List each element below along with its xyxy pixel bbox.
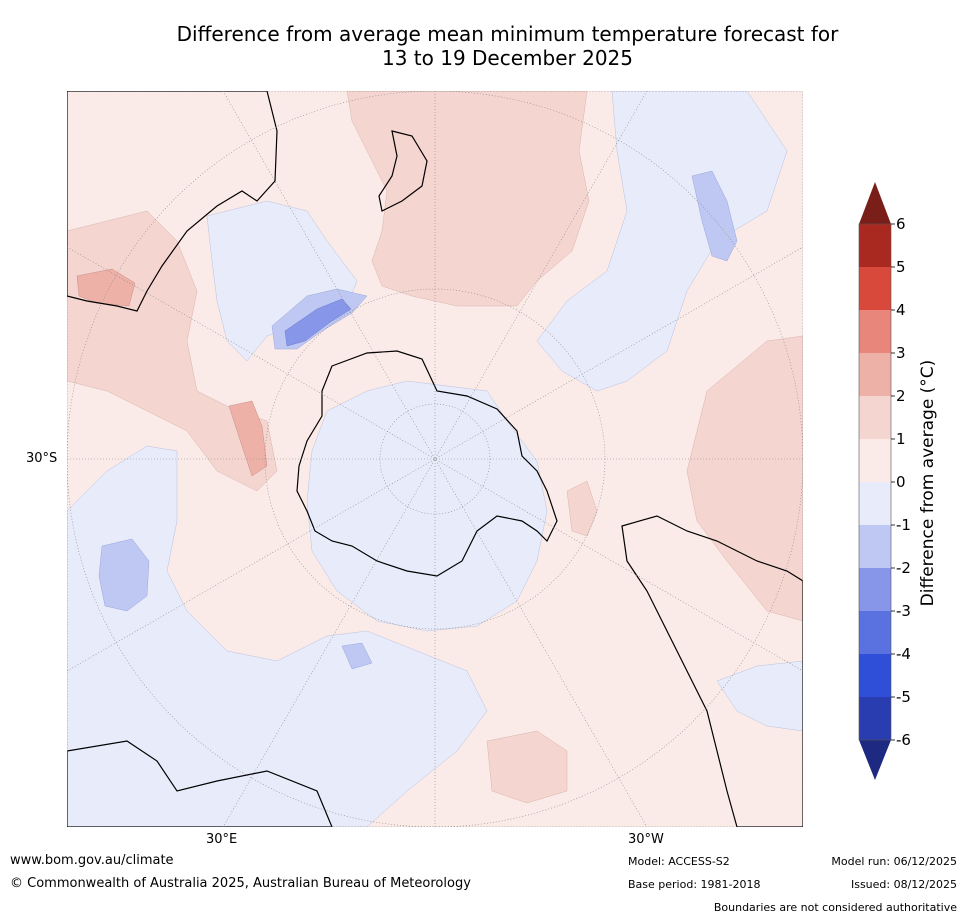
colorbar-extend-high	[859, 182, 891, 224]
lon-label-30w: 30°W	[628, 832, 664, 847]
graticule	[67, 91, 803, 827]
colorbar: 6 5 4 3 2 1 0 -1 -2 -3 -4 -5 -6	[858, 182, 911, 780]
colorbar-tick-label: 0	[896, 473, 906, 491]
colorbar-tick-label: -3	[896, 602, 911, 620]
warm-anomaly-pacific	[346, 91, 590, 307]
lat-label-30s: 30°S	[26, 451, 58, 466]
colorbar-band	[859, 611, 891, 654]
cool-anomaly-south-america	[716, 660, 803, 732]
temperature-anomaly-map[interactable]	[67, 91, 803, 827]
cool-anomaly-patch-2	[691, 170, 738, 262]
warm-anomaly-atlantic	[686, 335, 803, 622]
colorbar-extend-low	[859, 740, 891, 780]
south-america-landmass	[621, 515, 803, 827]
footer-copyright: © Commonwealth of Australia 2025, Austra…	[10, 876, 471, 891]
australia-landmass	[67, 91, 278, 312]
colorbar-band	[859, 525, 891, 568]
colorbar-tick-label: 2	[896, 387, 906, 405]
footer-model-run: Model run: 06/12/2025	[831, 855, 957, 868]
colorbar-band	[859, 568, 891, 611]
colorbar-tick-label: -4	[896, 645, 911, 663]
cool-anomaly-east-pacific	[536, 91, 788, 392]
warm-anomaly-patch-2	[76, 268, 136, 307]
colorbar-band	[859, 396, 891, 439]
footer-issued: Issued: 08/12/2025	[850, 878, 957, 891]
cool-anomaly-south-indian	[67, 445, 488, 827]
colorbar-band	[859, 654, 891, 697]
colorbar-band	[859, 310, 891, 353]
colorbar-tick-label: -5	[896, 688, 911, 706]
colorbar-tick-label: 1	[896, 430, 906, 448]
footer-base-period: Base period: 1981-2018	[628, 878, 761, 891]
warm-anomaly-patch-3	[228, 400, 268, 477]
cool-anomaly-antarctica	[306, 380, 548, 632]
footer-model: Model: ACCESS-S2	[628, 855, 730, 868]
colorbar-tick-label: 5	[896, 258, 906, 276]
colorbar-tick-label: -2	[896, 559, 911, 577]
colorbar-band	[859, 482, 891, 525]
colorbar-tick-label: -1	[896, 516, 911, 534]
new-zealand-landmass	[378, 130, 428, 212]
cool-anomaly-patch-4	[284, 298, 352, 347]
colorbar-band	[859, 267, 891, 310]
warm-anomaly-south-atlantic	[486, 730, 568, 804]
africa-landmass	[67, 740, 333, 827]
colorbar-tick-label: -6	[896, 731, 911, 749]
cool-anomaly-patch-6	[341, 642, 373, 670]
colorbar-band	[859, 224, 891, 267]
colorbar-band	[859, 697, 891, 740]
colorbar-band	[859, 353, 891, 396]
title-line-1: Difference from average mean minimum tem…	[176, 22, 839, 46]
colorbar-tick-label: 3	[896, 344, 906, 362]
colorbar-tick-label: 6	[896, 215, 906, 233]
footer-disclaimer: Boundaries are not considered authoritat…	[713, 901, 957, 914]
chart-title: Difference from average mean minimum tem…	[0, 22, 965, 70]
colorbar-band	[859, 439, 891, 482]
colorbar-title: Difference from average (°C)	[918, 359, 938, 607]
footer-website[interactable]: www.bom.gov.au/climate	[10, 853, 174, 868]
lon-label-30e: 30°E	[206, 832, 238, 847]
cool-anomaly-patch-5	[98, 538, 150, 612]
colorbar-tick-label: 4	[896, 301, 906, 319]
title-line-2: 13 to 19 December 2025	[381, 46, 633, 70]
antarctica-landmass	[296, 350, 558, 577]
